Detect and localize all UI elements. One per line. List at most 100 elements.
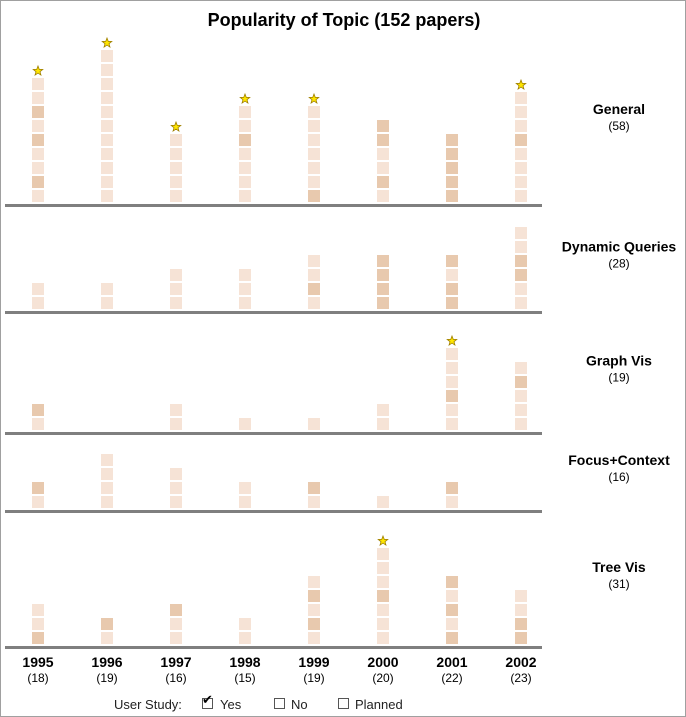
data-block [377,283,389,295]
data-block [446,496,458,508]
data-block [446,604,458,616]
legend-title: User Study: [114,697,182,712]
data-block [377,148,389,160]
data-block [515,92,527,104]
data-block [377,269,389,281]
topic-count: (31) [608,577,629,591]
legend-no-label: No [291,697,308,712]
data-block [101,162,113,174]
year-label: 1995 [22,654,53,670]
data-block [308,604,320,616]
data-block [101,496,113,508]
data-block [170,176,182,188]
data-block [32,297,44,309]
data-block [446,590,458,602]
data-block [239,269,251,281]
star-icon [377,534,389,546]
panel-baseline [5,646,542,649]
data-block [377,618,389,630]
data-block [515,283,527,295]
data-block [32,162,44,174]
data-block [32,604,44,616]
data-block [32,632,44,644]
year-label: 1997 [160,654,191,670]
data-block [101,106,113,118]
data-block [377,590,389,602]
data-block [308,297,320,309]
topic-count: (58) [608,119,629,133]
data-block [308,176,320,188]
topic-count: (28) [608,257,629,271]
data-block [101,482,113,494]
data-block [377,496,389,508]
legend-planned-label: Planned [355,697,403,712]
star-icon [446,334,458,346]
legend-yes-label: Yes [220,697,242,712]
data-block [308,269,320,281]
data-block [515,604,527,616]
data-block [32,496,44,508]
data-block [515,255,527,267]
data-block [308,590,320,602]
data-block [515,297,527,309]
star-icon [308,92,320,104]
no-checkbox[interactable] [274,698,285,709]
data-block [308,632,320,644]
year-label: 2000 [367,654,398,670]
star-icon [515,78,527,90]
data-block [515,632,527,644]
data-block [32,78,44,90]
data-block [101,92,113,104]
topic-label: Dynamic Queries [562,239,677,255]
star-icon [101,36,113,48]
data-block [515,134,527,146]
data-block [101,148,113,160]
data-block [170,482,182,494]
planned-checkbox[interactable] [338,698,349,709]
year-count: (19) [96,671,117,685]
data-block [239,482,251,494]
data-block [377,632,389,644]
chart-title: Popularity of Topic (152 papers) [207,10,481,30]
data-block [101,64,113,76]
year-count: (23) [510,671,531,685]
data-block [446,404,458,416]
data-block [515,190,527,202]
data-block [239,120,251,132]
panel-baseline [5,204,542,207]
data-block [239,148,251,160]
data-block [239,418,251,430]
data-block [32,482,44,494]
data-block [32,92,44,104]
data-block [32,148,44,160]
data-block [446,283,458,295]
topic-label: Graph Vis [586,353,652,369]
data-block [239,162,251,174]
data-block [170,283,182,295]
data-block [377,404,389,416]
data-block [377,576,389,588]
data-block [170,604,182,616]
data-block [377,162,389,174]
data-block [515,418,527,430]
check-icon: ✔ [202,693,213,708]
data-block [239,632,251,644]
data-block [377,297,389,309]
data-block [446,269,458,281]
data-block [170,468,182,480]
data-block [239,134,251,146]
data-block [515,376,527,388]
data-block [377,190,389,202]
year-label: 1996 [91,654,122,670]
data-block [170,404,182,416]
data-block [239,190,251,202]
data-block [446,482,458,494]
data-block [377,548,389,560]
data-block [446,162,458,174]
data-block [377,176,389,188]
panel-baseline [5,510,542,513]
data-block [32,134,44,146]
data-block [101,78,113,90]
data-block [308,106,320,118]
yes-checkbox[interactable]: ✔ [202,694,213,709]
